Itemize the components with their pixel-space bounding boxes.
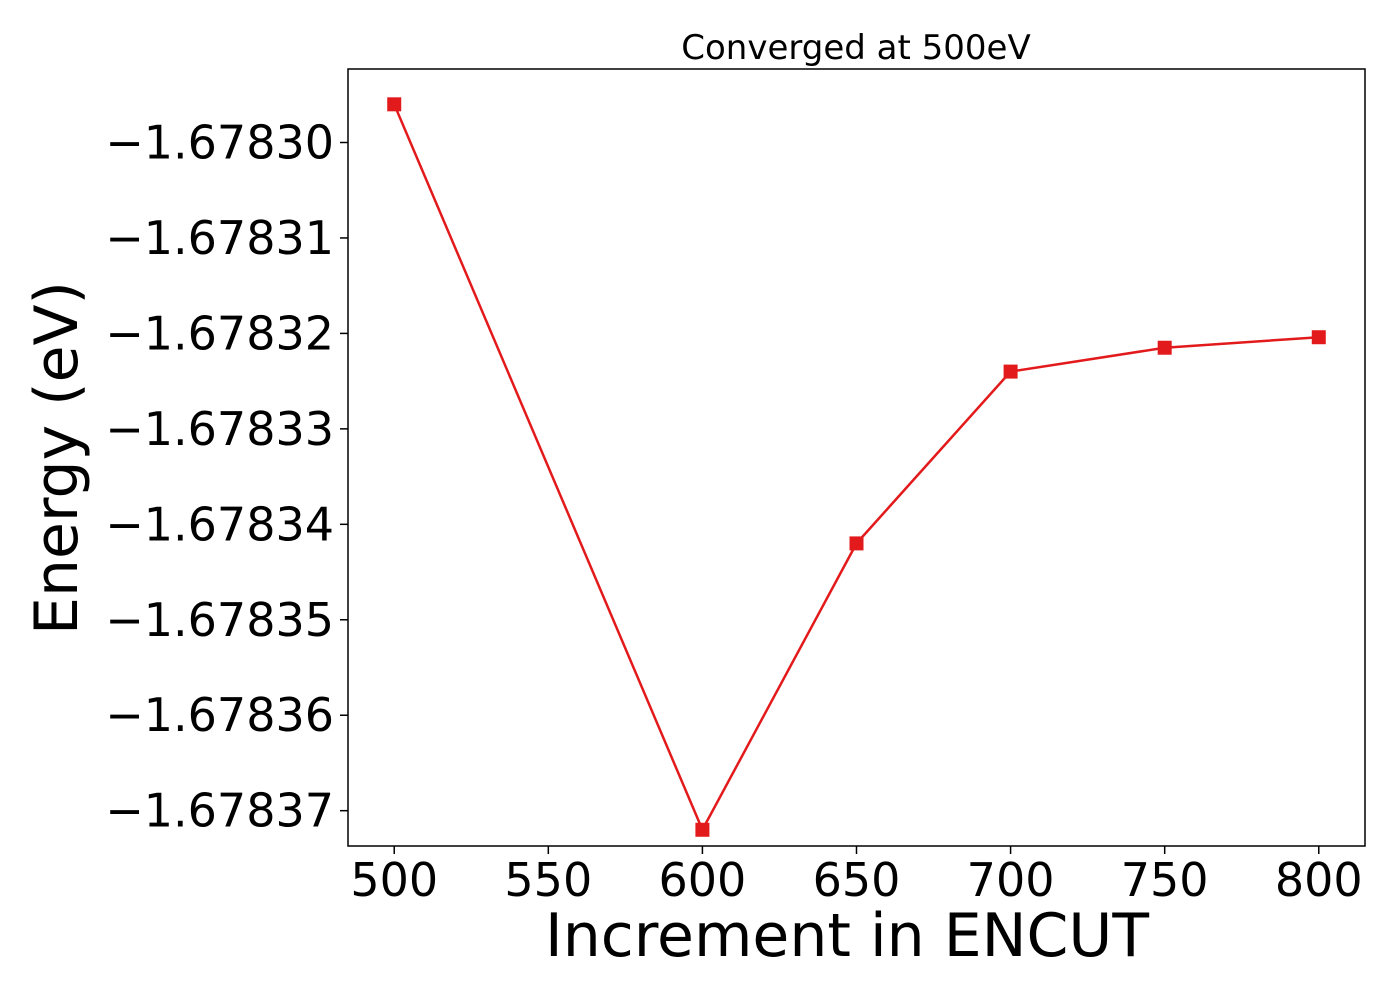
- data-point: [695, 822, 710, 837]
- plot-frame: [347, 68, 1366, 847]
- x-tick-label: 650: [813, 853, 901, 907]
- series-group: [387, 97, 1326, 837]
- x-tick-label: 750: [1121, 853, 1209, 907]
- y-tick-label: −1.67831: [105, 211, 334, 265]
- y-tick-label: −1.67836: [105, 688, 334, 742]
- y-tick-label: −1.67832: [105, 306, 334, 360]
- x-axis-label: Increment in ENCUT: [545, 901, 1149, 971]
- y-tick-label: −1.67835: [105, 593, 334, 647]
- y-tick-label: −1.67830: [105, 116, 334, 170]
- x-tick-label: 550: [504, 853, 592, 907]
- data-point: [387, 97, 402, 112]
- x-tick-label: 700: [967, 853, 1055, 907]
- chart-title: Converged at 500eV: [681, 28, 1030, 68]
- data-point: [1311, 330, 1326, 345]
- y-axis-ticks: −1.67830 −1.67831 −1.67832 −1.67833 −1.67834…: [105, 116, 348, 838]
- data-point: [1003, 364, 1018, 379]
- x-tick-label: 800: [1275, 853, 1363, 907]
- x-axis-ticks: 500 550 600 650 700 750 800: [350, 846, 1363, 907]
- data-point: [1157, 340, 1172, 355]
- data-point: [849, 536, 864, 551]
- x-tick-label: 500: [350, 853, 438, 907]
- y-axis-label: Energy (eV): [22, 281, 92, 635]
- y-tick-label: −1.67833: [105, 402, 334, 456]
- y-tick-label: −1.67834: [105, 497, 334, 551]
- x-tick-label: 600: [659, 853, 747, 907]
- y-tick-label: −1.67837: [105, 784, 334, 838]
- series-line: [393, 103, 1319, 833]
